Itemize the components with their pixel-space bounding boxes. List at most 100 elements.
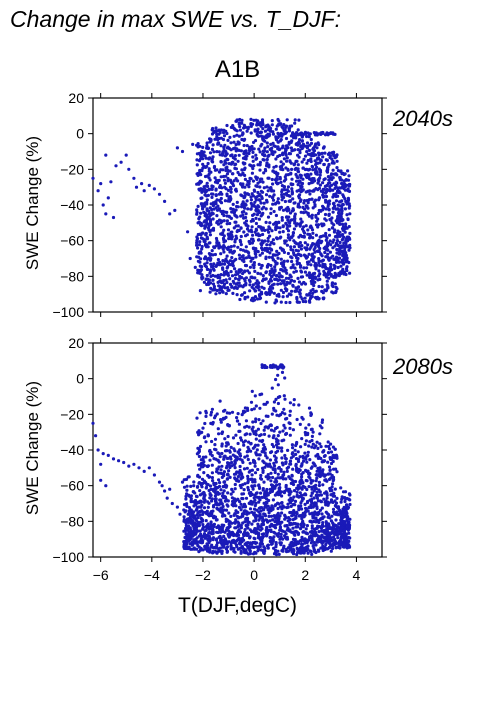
data-point bbox=[247, 255, 251, 259]
data-point bbox=[225, 219, 229, 223]
data-point bbox=[316, 156, 321, 160]
data-point bbox=[311, 168, 315, 172]
data-point bbox=[277, 251, 281, 256]
data-point bbox=[298, 193, 302, 197]
data-point bbox=[295, 259, 299, 263]
data-point bbox=[252, 147, 256, 151]
data-point bbox=[324, 198, 328, 202]
data-point bbox=[327, 501, 331, 505]
data-point bbox=[271, 152, 275, 157]
data-point bbox=[318, 173, 322, 177]
data-point bbox=[219, 252, 223, 256]
data-point bbox=[222, 240, 226, 244]
data-point bbox=[238, 429, 242, 433]
data-point bbox=[269, 514, 273, 518]
data-point bbox=[231, 504, 235, 508]
data-point bbox=[227, 519, 231, 523]
data-point bbox=[283, 266, 287, 270]
data-point bbox=[228, 449, 232, 453]
data-point bbox=[200, 196, 204, 200]
data-point bbox=[307, 182, 311, 186]
data-point bbox=[242, 230, 246, 234]
data-point bbox=[296, 128, 300, 132]
data-point bbox=[327, 212, 331, 216]
data-point bbox=[243, 410, 247, 414]
data-point bbox=[331, 246, 335, 250]
data-point bbox=[261, 459, 265, 463]
data-point bbox=[288, 421, 292, 426]
data-point bbox=[197, 429, 201, 433]
data-point bbox=[260, 495, 264, 499]
data-point bbox=[225, 123, 229, 128]
data-point bbox=[297, 180, 301, 184]
data-point bbox=[225, 214, 229, 218]
data-point bbox=[292, 136, 296, 140]
data-point bbox=[324, 275, 328, 279]
data-point bbox=[310, 445, 314, 449]
data-point bbox=[261, 190, 265, 194]
data-point bbox=[268, 129, 272, 133]
data-point bbox=[249, 117, 253, 121]
data-point bbox=[236, 224, 240, 228]
data-point bbox=[345, 518, 349, 522]
data-point bbox=[296, 163, 300, 167]
data-point bbox=[205, 261, 209, 265]
data-point bbox=[255, 195, 259, 199]
data-point bbox=[317, 186, 322, 190]
data-point bbox=[257, 483, 261, 487]
data-point bbox=[208, 268, 212, 272]
data-point bbox=[202, 463, 206, 467]
data-point bbox=[284, 457, 288, 461]
data-point bbox=[104, 212, 108, 216]
data-point bbox=[321, 181, 325, 185]
data-point bbox=[246, 521, 250, 525]
data-point bbox=[312, 489, 316, 493]
data-point bbox=[259, 214, 263, 218]
data-point bbox=[279, 288, 283, 292]
data-point bbox=[280, 193, 284, 197]
data-point bbox=[313, 143, 317, 147]
scatter-panel-2040s: 200−20−40−60−80−100 bbox=[52, 90, 387, 320]
data-point bbox=[245, 199, 249, 203]
data-point bbox=[282, 195, 286, 200]
data-point bbox=[242, 467, 247, 471]
data-point bbox=[292, 495, 296, 499]
data-point bbox=[226, 456, 230, 460]
data-point bbox=[309, 137, 313, 142]
data-point bbox=[321, 483, 325, 487]
data-point bbox=[289, 245, 293, 249]
data-point bbox=[210, 463, 214, 467]
data-point bbox=[254, 551, 258, 555]
data-point bbox=[282, 185, 286, 189]
data-point bbox=[327, 207, 331, 211]
data-point bbox=[335, 173, 339, 177]
data-point bbox=[333, 156, 337, 160]
data-point bbox=[303, 296, 307, 300]
data-point bbox=[241, 505, 245, 509]
data-point bbox=[280, 456, 284, 460]
data-point bbox=[293, 448, 297, 452]
data-point bbox=[265, 157, 269, 162]
data-point bbox=[290, 187, 294, 191]
data-point bbox=[208, 548, 212, 552]
data-point bbox=[334, 546, 338, 550]
data-point bbox=[258, 198, 262, 202]
data-point bbox=[307, 135, 311, 139]
data-point bbox=[239, 436, 243, 440]
data-point bbox=[314, 501, 318, 505]
data-point bbox=[338, 531, 342, 535]
data-point bbox=[246, 295, 250, 299]
data-point bbox=[233, 157, 237, 161]
data-point bbox=[323, 250, 327, 255]
data-point bbox=[312, 546, 316, 551]
data-point bbox=[264, 454, 268, 458]
figure-title: Change in max SWE vs. T_DJF: bbox=[10, 6, 342, 32]
data-point bbox=[258, 185, 262, 189]
data-point bbox=[268, 519, 272, 523]
data-point bbox=[219, 160, 223, 164]
data-point bbox=[300, 244, 304, 248]
data-point bbox=[238, 117, 242, 122]
data-point bbox=[336, 169, 340, 173]
data-point bbox=[345, 503, 349, 507]
